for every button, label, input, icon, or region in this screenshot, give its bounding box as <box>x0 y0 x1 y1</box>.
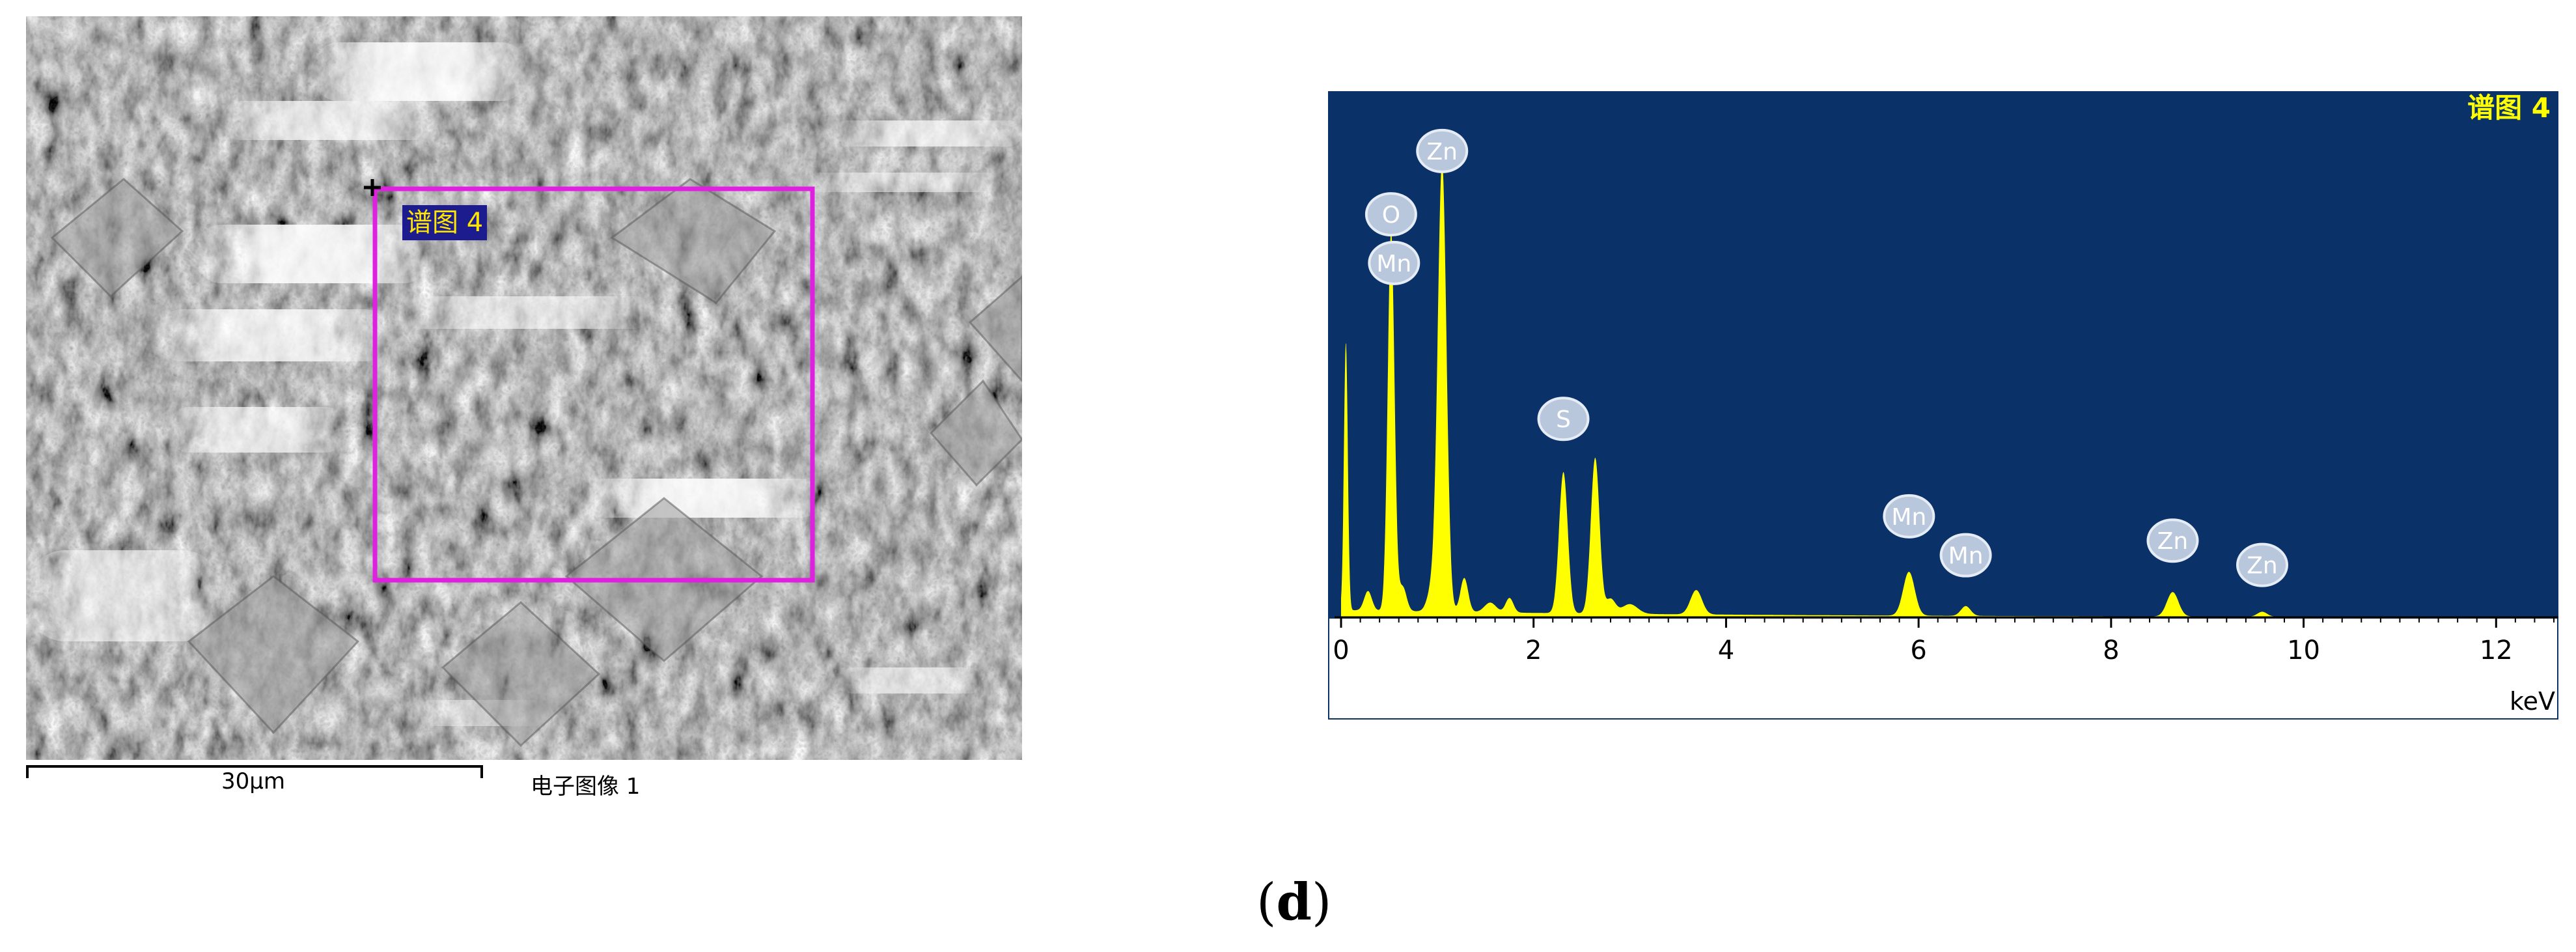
x-major-ticks: 0 2 4 6 8 10 12 <box>1333 617 2513 665</box>
element-label-badge <box>1883 494 1935 539</box>
element-labels: Zn O Mn S Mn Mn Zn Zn <box>1364 128 2288 587</box>
sem-texture <box>26 16 1022 760</box>
element-label-text: O <box>1382 202 1400 229</box>
element-label: Mn <box>1883 494 1935 539</box>
element-label: Zn <box>2146 518 2199 563</box>
element-label: Zn <box>1416 128 1469 173</box>
element-label-badge <box>2236 542 2288 587</box>
x-tick-label: 0 <box>1333 636 1349 665</box>
x-tick-label: 8 <box>2103 636 2119 665</box>
element-label: S <box>1537 397 1590 441</box>
x-tick-label: 4 <box>1718 636 1734 665</box>
element-label: Mn <box>1368 240 1420 285</box>
sem-crystal-facets <box>50 178 1022 748</box>
element-label-badge <box>1537 397 1590 441</box>
roi-rectangle[interactable] <box>372 186 815 583</box>
element-label-badge <box>1368 240 1420 285</box>
element-label-badge <box>2146 518 2199 563</box>
x-tick-label: 2 <box>1525 636 1542 665</box>
element-label-text: Zn <box>2247 553 2277 580</box>
element-label: O <box>1364 192 1417 237</box>
x-tick-label: 6 <box>1910 636 1926 665</box>
element-label-badge <box>1364 192 1417 237</box>
x-axis-unit: keV <box>2510 687 2555 716</box>
panel-letter: d <box>1276 873 1312 932</box>
sem-micrograph: 谱图 4 <box>26 16 1022 760</box>
panel-label: (d) <box>1256 873 1332 932</box>
element-label-text: Mn <box>1376 251 1411 277</box>
element-label: Mn <box>1939 533 1992 578</box>
roi-label: 谱图 4 <box>402 205 488 240</box>
element-label-text: S <box>1556 406 1571 433</box>
element-label: Zn <box>2236 542 2288 587</box>
scale-bar <box>26 765 483 778</box>
x-tick-label: 10 <box>2287 636 2320 665</box>
x-tick-label: 12 <box>2480 636 2513 665</box>
crosshair-icon[interactable] <box>364 179 381 196</box>
spectrum-label: 谱图 4 <box>2467 92 2551 124</box>
scale-bar-label: 30μm <box>221 768 286 794</box>
roi-overlay <box>364 179 815 583</box>
axis-panel <box>1328 616 2558 720</box>
eds-spectrum-chart: 0 2 4 6 8 10 12 Zn O Mn S Mn Mn Zn Zn 谱图 4 keV <box>1328 91 2558 720</box>
element-label-text: Zn <box>1427 139 1458 165</box>
image-name: 电子图像 1 <box>531 774 641 800</box>
sem-bright-streaks <box>26 42 1022 726</box>
element-label-text: Zn <box>2157 528 2188 555</box>
element-label-text: Mn <box>1891 504 1926 531</box>
element-label-badge <box>1939 533 1992 578</box>
element-label-text: Mn <box>1948 543 1984 570</box>
plot-background <box>1328 91 2558 617</box>
element-label-badge <box>1416 128 1469 173</box>
